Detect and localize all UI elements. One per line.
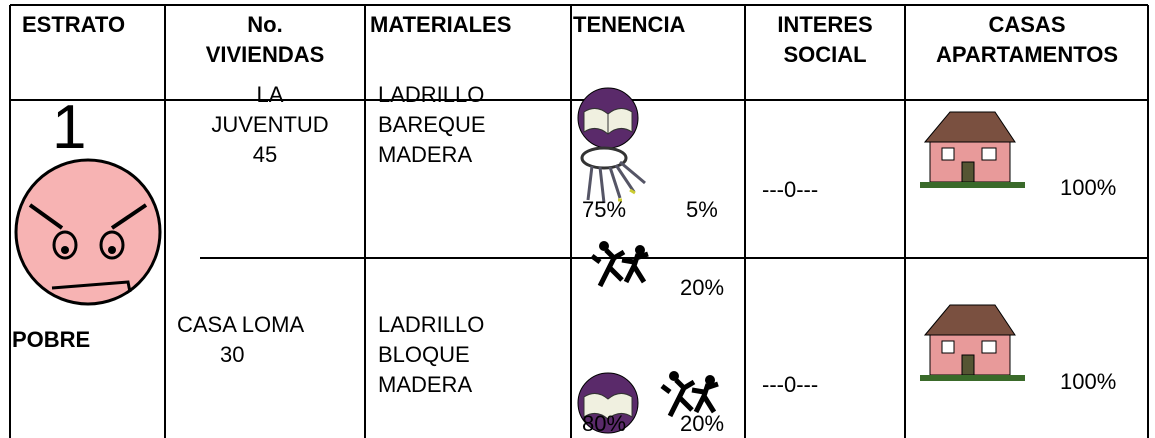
header-cell: APARTAMENTOS [935, 42, 1119, 67]
casas-pct: 100% [1060, 175, 1117, 200]
book-icon [577, 87, 639, 149]
viviendas: 30 [220, 342, 245, 367]
tenencia-pct: 5% [686, 197, 718, 222]
book-icon [577, 372, 639, 434]
material: LADRILLO [378, 312, 485, 337]
viviendas: JUVENTUD [211, 112, 329, 137]
estrato-number: 1 [52, 93, 87, 162]
casas-pct: 100% [1060, 369, 1117, 394]
viviendas: CASA LOMA [177, 312, 305, 337]
estrato-label: POBRE [12, 327, 91, 352]
house-icon [920, 111, 1025, 188]
header-cell: ESTRATO [22, 12, 126, 37]
interes-social: ---0--- [762, 372, 819, 397]
house-icon [920, 304, 1025, 381]
header-cell: SOCIAL [783, 42, 867, 67]
header-cell: MATERIALES [370, 12, 512, 37]
header-cell: INTERES [777, 12, 873, 37]
viviendas: 45 [252, 142, 278, 167]
viviendas: LA [256, 82, 284, 107]
material: MADERA [378, 372, 473, 397]
angry-face [14, 158, 162, 306]
tenencia-pct: 20% [680, 275, 725, 300]
header-cell: No. [247, 12, 283, 37]
material: BAREQUE [378, 112, 486, 137]
dancers-icon [590, 241, 649, 288]
material: MADERA [378, 142, 473, 167]
material: LADRILLO [378, 82, 485, 107]
dancers-icon [660, 371, 719, 418]
tenencia-pct: 80% [582, 411, 627, 436]
header-cell: CASAS [988, 12, 1066, 37]
tenencia-pct: 20% [680, 411, 725, 436]
interes-social: ---0--- [762, 177, 819, 202]
header-cell: TENENCIA [573, 12, 686, 37]
tenencia-pct: 75% [582, 197, 627, 222]
header-cell: VIVIENDAS [205, 42, 325, 67]
keys-icon [580, 146, 646, 204]
material: BLOQUE [378, 342, 470, 367]
